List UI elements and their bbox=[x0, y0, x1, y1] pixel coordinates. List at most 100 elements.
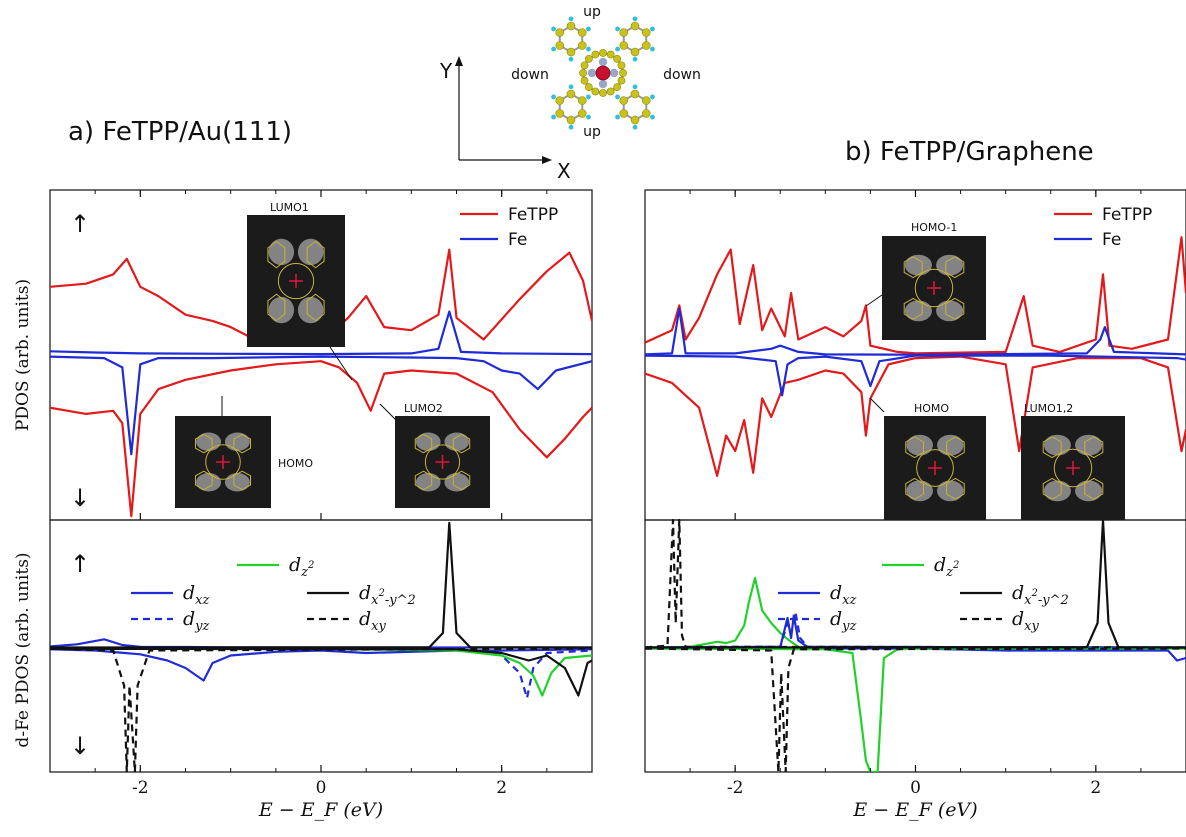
panel-b-xtick-label: 0 bbox=[910, 778, 921, 798]
nitrogen-atom bbox=[598, 79, 608, 89]
carbon-atom bbox=[613, 54, 622, 63]
inset-lumo2: LUMO2 bbox=[379, 402, 490, 508]
hydrogen-atom bbox=[650, 94, 655, 100]
carbon-atom bbox=[619, 96, 629, 105]
inset-label: LUMO2 bbox=[404, 402, 443, 415]
carbon-atom bbox=[584, 83, 593, 92]
carbon-atom bbox=[599, 89, 607, 97]
carbon-atom bbox=[619, 109, 629, 118]
carbon-atom bbox=[619, 69, 627, 77]
hydrogen-atom bbox=[586, 114, 591, 120]
hydrogen-atom bbox=[568, 84, 574, 90]
hydrogen-atom bbox=[632, 124, 638, 130]
ylabel-pdos: PDOS (arb. units) bbox=[13, 279, 33, 431]
axis-y-label: Y bbox=[439, 59, 453, 83]
hydrogen-atom bbox=[586, 94, 591, 100]
panel-b-bottom-series-dz2-down bbox=[645, 647, 1186, 772]
carbon-atom bbox=[617, 76, 626, 85]
carbon-atom bbox=[566, 115, 576, 125]
carbon-atom bbox=[577, 41, 587, 50]
hydrogen-atom bbox=[650, 114, 655, 120]
panel-b-chart: -2 0 2 E − E_F (eV) FeTPP Fe dz2 dxz dx2-y^2 dyz d… bbox=[644, 189, 1186, 821]
panel-a-d-legend-label: dz2 bbox=[289, 554, 314, 580]
panel-a-top-series-fetpp-up bbox=[50, 248, 592, 344]
inset-label: LUMO1,2 bbox=[1024, 402, 1073, 415]
carbon-atom bbox=[566, 47, 576, 57]
hydrogen-atom bbox=[615, 114, 620, 120]
inset-label: LUMO1 bbox=[270, 201, 309, 214]
xy-axes-diagram bbox=[455, 56, 552, 164]
carbon-atom bbox=[591, 87, 600, 96]
carbon-atom bbox=[606, 50, 615, 59]
hydrogen-atom bbox=[632, 16, 638, 22]
carbon-atom bbox=[613, 83, 622, 92]
label-down-left: down bbox=[511, 67, 549, 83]
carbon-atom bbox=[555, 96, 565, 105]
fetpp-molecule-schematic bbox=[551, 16, 655, 130]
hydrogen-atom bbox=[551, 94, 556, 100]
panel-a-bottom-series-dx2y2-up bbox=[50, 521, 592, 649]
inset-lumo1: LUMO1 bbox=[247, 201, 353, 381]
panel-a-top-series-fe-down bbox=[50, 355, 592, 456]
carbon-atom bbox=[591, 50, 600, 59]
hydrogen-atom bbox=[586, 46, 591, 52]
hydrogen-atom bbox=[586, 26, 591, 32]
carbon-atom bbox=[630, 47, 640, 57]
panel-a-bottom-series-dz2-down bbox=[348, 648, 592, 697]
hydrogen-atom bbox=[615, 94, 620, 100]
carbon-atom bbox=[630, 21, 640, 31]
panel-b-top-series-fe-down bbox=[645, 354, 1186, 397]
carbon-atom bbox=[580, 61, 589, 70]
panel-b-bottom-series-dxy-up bbox=[645, 518, 1186, 649]
inset-homo-1: HOMO-1 bbox=[865, 221, 986, 340]
hydrogen-atom bbox=[551, 46, 556, 52]
panel-b-d-legend-label: dxy bbox=[1012, 608, 1040, 634]
carbon-atom bbox=[641, 41, 651, 50]
inset-label: HOMO bbox=[278, 457, 313, 470]
panel-a-bottom-series-dxz-down bbox=[50, 648, 592, 682]
panel-b-bottom-series-dxz-down bbox=[645, 647, 1186, 662]
carbon-atom bbox=[630, 89, 640, 99]
panel-a-xtick-label: 0 bbox=[316, 778, 327, 798]
hydrogen-atom bbox=[568, 124, 574, 130]
carbon-atom bbox=[630, 115, 640, 125]
panel-b-d-legend-label: dyz bbox=[830, 608, 857, 634]
panel-a-title: a) FeTPP/Au(111) bbox=[68, 117, 292, 147]
carbon-atom bbox=[579, 69, 587, 77]
hydrogen-atom bbox=[650, 46, 655, 52]
panel-a-bottom-series-dx2y2-down bbox=[50, 647, 592, 697]
inset-lumo12: LUMO1,2 bbox=[1021, 402, 1125, 520]
panel-b-d-legend-label: dz2 bbox=[934, 554, 959, 580]
panel-b-xlabel: E − E_F (eV) bbox=[852, 799, 977, 821]
panel-b-top-series-fe-up bbox=[645, 307, 1186, 356]
panel-b-top-series-fetpp-up bbox=[645, 236, 1186, 355]
label-down-right: down bbox=[663, 67, 701, 83]
carbon-atom bbox=[577, 96, 587, 105]
panel-b-xtick-label: 2 bbox=[1090, 778, 1101, 798]
hydrogen-atom bbox=[650, 26, 655, 32]
carbon-atom bbox=[577, 109, 587, 118]
panel-a-chart: -2 0 2 E − E_F (eV) ↑ ↓ ↑ ↓ FeTPP Fe dz2 dxz dx2-y^2… bbox=[49, 189, 593, 821]
label-up-top: up bbox=[583, 4, 601, 20]
panel-b-d-legend-label: dxz bbox=[830, 582, 857, 608]
panel-b-bottom-series-dx2y2-up bbox=[645, 518, 1186, 649]
label-up-bottom: up bbox=[583, 124, 601, 140]
carbon-atom bbox=[641, 28, 651, 37]
panel-b-legend-label: Fe bbox=[1102, 230, 1121, 250]
panel-a-d-legend-label: dxy bbox=[359, 608, 387, 634]
carbon-atom bbox=[577, 28, 587, 37]
panel-a-d-legend-label: dxz bbox=[183, 582, 210, 608]
spin-up-arrow: ↑ bbox=[70, 210, 90, 238]
carbon-atom bbox=[566, 89, 576, 99]
carbon-atom bbox=[555, 109, 565, 118]
panel-b-legend-label: FeTPP bbox=[1102, 205, 1152, 225]
carbon-atom bbox=[580, 76, 589, 85]
axis-x-label: X bbox=[557, 159, 571, 183]
panel-a-legend-label: FeTPP bbox=[508, 205, 558, 225]
panel-a-top-series-fetpp-down bbox=[50, 360, 592, 518]
iron-atom bbox=[595, 65, 611, 81]
panel-b-top-series-fetpp-down bbox=[645, 355, 1186, 477]
panel-a-xlabel: E − E_F (eV) bbox=[258, 799, 383, 821]
hydrogen-atom bbox=[632, 84, 638, 90]
inset-homo: HOMO bbox=[175, 396, 313, 508]
